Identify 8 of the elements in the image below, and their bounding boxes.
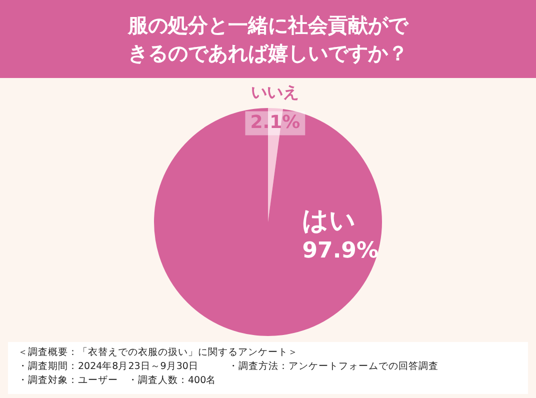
text: ・調査期間：2024年8月23日～9月30日 ・調査方法：アンケートフォームでの回答調査 <box>18 360 440 374</box>
slice-label: はい <box>302 206 356 236</box>
slice-label: いいえ <box>251 82 300 102</box>
data-label: 97.9% <box>302 238 379 264</box>
text: ・調査対象：ユーザー ・調査人数：400名 <box>18 374 218 388</box>
chart-title: 服の処分と一緒に社会貢献ができるのであれば嬉しいですか？ <box>126 12 410 67</box>
text: ＜調査概要：「衣替えでの衣服の扱い」に関するアンケート＞ <box>18 346 299 360</box>
data-label: 2.1% <box>250 112 300 133</box>
